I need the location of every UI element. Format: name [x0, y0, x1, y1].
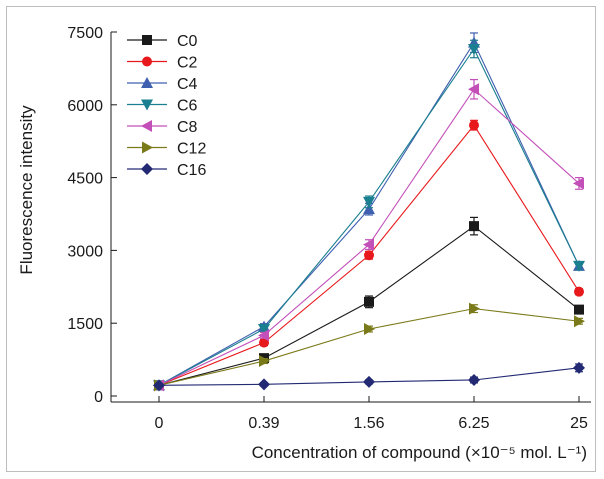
marker-triangle-down: [573, 260, 585, 272]
marker-square: [142, 35, 152, 45]
legend-label: C4: [177, 76, 198, 93]
y-tick-label: 7500: [67, 25, 103, 42]
x-axis-label: Concentration of compound (×10⁻⁵ mol. L⁻…: [252, 443, 587, 462]
marker-square: [364, 296, 374, 307]
series-c2: [154, 119, 584, 391]
marker-square: [469, 221, 479, 232]
marker-triangle-down: [363, 196, 375, 208]
marker-circle: [259, 337, 269, 348]
y-axis-label: Fluorescence intensity: [17, 105, 36, 275]
series-c16: [153, 361, 585, 392]
marker-triangle-up: [363, 203, 375, 215]
y-tick-label: 0: [94, 389, 103, 406]
legend-item-c0: C0: [127, 33, 198, 50]
marker-diamond: [363, 375, 375, 388]
series-c4: [153, 32, 585, 391]
marker-diamond: [153, 379, 165, 392]
marker-triangle-left: [468, 83, 479, 96]
series-line: [158, 308, 580, 386]
marker-diamond: [141, 163, 153, 175]
marker-circle: [364, 250, 374, 261]
marker-triangle-right: [142, 141, 153, 154]
marker-diamond: [258, 378, 270, 391]
y-tick-label: 3000: [67, 243, 103, 260]
legend-item-c8: C8: [127, 119, 198, 136]
marker-triangle-down: [141, 99, 153, 111]
marker-triangle-right: [364, 323, 375, 336]
marker-diamond: [468, 373, 480, 386]
series-c6: [153, 39, 585, 392]
axes-group: 0 1500 3000 4500 6000 7500 0 0.39 1.56 6.25 25: [67, 25, 591, 432]
legend-label: C0: [177, 33, 198, 50]
marker-triangle-left: [363, 238, 374, 251]
legend-label: C12: [177, 141, 206, 158]
legend-item-c4: C4: [127, 76, 198, 93]
marker-circle: [469, 120, 479, 131]
y-tick-label: 1500: [67, 316, 103, 333]
x-tick-label: 1.56: [353, 415, 384, 432]
legend: C0 C2 C4 C6 C8 C12 C16: [127, 33, 206, 179]
legend-label: C16: [177, 162, 206, 179]
legend-item-c2: C2: [127, 55, 198, 72]
marker-triangle-left: [141, 120, 152, 132]
marker-triangle-right: [259, 355, 270, 368]
x-tick-label: 0: [155, 415, 164, 432]
legend-item-c16: C16: [127, 162, 206, 179]
marker-triangle-right: [574, 315, 585, 328]
x-tick-label: 25: [570, 415, 588, 432]
marker-square: [574, 304, 584, 315]
marker-triangle-left: [573, 177, 584, 190]
chart-frame: 0 1500 3000 4500 6000 7500 0 0.39 1.56 6.25 25 C0 C…: [6, 6, 596, 472]
y-tick-label: 4500: [67, 171, 103, 188]
legend-label: C2: [177, 55, 198, 72]
series-line: [158, 88, 580, 386]
legend-item-c6: C6: [127, 98, 198, 115]
x-tick-label: 0.39: [248, 415, 279, 432]
marker-circle: [142, 56, 152, 67]
legend-label: C6: [177, 98, 198, 115]
marker-triangle-down: [468, 43, 480, 55]
marker-diamond: [573, 361, 585, 374]
marker-triangle-right: [469, 302, 480, 315]
x-tick-label: 6.25: [458, 415, 489, 432]
series-group: [153, 32, 585, 392]
marker-triangle-left: [258, 329, 269, 342]
marker-circle: [574, 286, 584, 297]
legend-item-c12: C12: [127, 141, 206, 158]
marker-triangle-down: [258, 324, 270, 336]
series-c8: [153, 78, 584, 392]
y-tick-label: 6000: [67, 98, 103, 115]
legend-label: C8: [177, 119, 198, 136]
marker-triangle-up: [141, 77, 153, 88]
series-line: [158, 47, 580, 386]
